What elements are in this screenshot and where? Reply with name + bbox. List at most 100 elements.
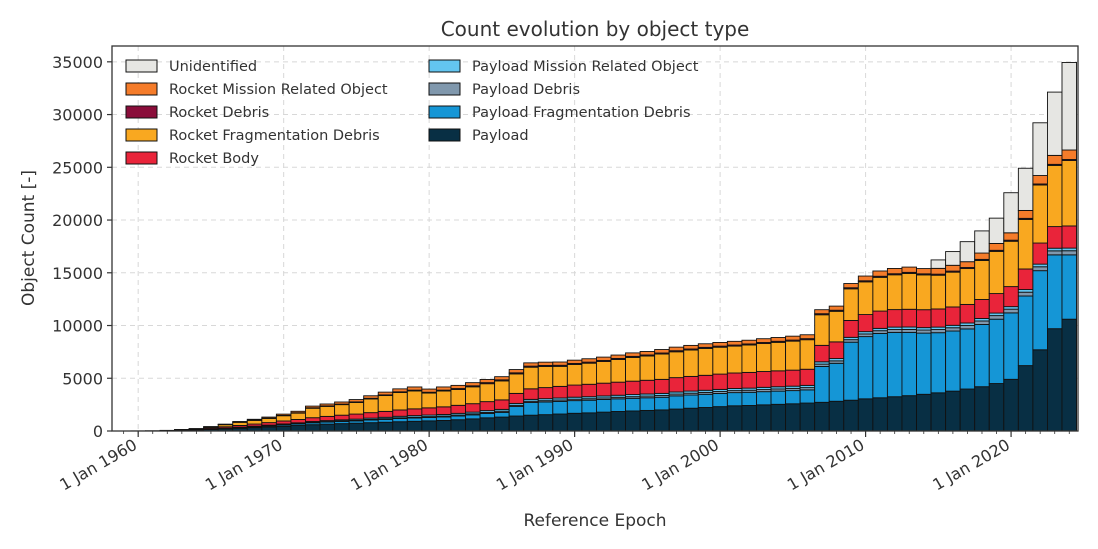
bar-segment xyxy=(916,274,932,311)
bar-segment xyxy=(741,371,757,389)
bar-segment xyxy=(1061,318,1077,432)
bar-segment xyxy=(930,329,947,334)
bar-segment xyxy=(508,369,525,374)
bar-segment xyxy=(1061,225,1077,249)
bar-segment xyxy=(625,352,641,357)
bar-segment xyxy=(1061,149,1077,160)
bar-segment xyxy=(799,402,816,432)
bar-segment xyxy=(610,398,627,412)
bar-segment xyxy=(756,391,772,406)
bar-segment xyxy=(857,275,874,282)
bar-segment xyxy=(1046,250,1063,256)
bar-segment xyxy=(610,381,627,396)
bar-segment xyxy=(945,264,961,272)
bar-segment xyxy=(988,217,1005,244)
bar-segment xyxy=(377,410,394,418)
bar-segment xyxy=(1046,91,1063,156)
bar-segment xyxy=(421,420,437,432)
bar-segment xyxy=(872,310,888,329)
bar-segment xyxy=(232,421,248,423)
bar-segment xyxy=(857,314,874,333)
bar-segment xyxy=(828,305,845,311)
bar-segment xyxy=(959,241,976,263)
bar-segment xyxy=(232,421,248,426)
bar-segment xyxy=(697,407,714,432)
bar-segment xyxy=(930,392,947,432)
bar-segment xyxy=(581,362,597,385)
bar-segment xyxy=(741,339,757,345)
bar-segment xyxy=(857,336,874,400)
bar-segment xyxy=(479,379,496,384)
bar-segment xyxy=(334,404,350,416)
bar-segment xyxy=(566,384,583,398)
bar-segment xyxy=(639,351,656,356)
bar-segment xyxy=(785,403,801,432)
bar-segment xyxy=(930,274,947,310)
bar-segment xyxy=(828,400,845,432)
legend-swatch xyxy=(125,128,158,142)
bar-segment xyxy=(465,386,481,405)
bar-segment xyxy=(916,268,932,275)
bar-segment xyxy=(348,422,365,432)
bar-segment xyxy=(523,366,539,390)
bar-segment xyxy=(363,398,379,414)
bar-segment xyxy=(610,354,627,359)
bar-segment xyxy=(974,259,990,300)
bar-segment xyxy=(756,371,772,388)
bar-segment xyxy=(581,412,597,432)
bar-segment xyxy=(974,230,990,254)
bar-segment xyxy=(566,412,583,432)
bar-segment xyxy=(566,400,583,414)
legend-label: Payload Mission Related Object xyxy=(472,59,699,75)
bar-segment xyxy=(814,314,830,346)
bar-segment xyxy=(523,388,539,400)
bar-segment xyxy=(1003,240,1019,288)
bar-segment xyxy=(974,320,990,325)
bar-segment xyxy=(319,415,336,422)
bar-segment xyxy=(886,331,903,398)
bar-segment xyxy=(392,409,408,417)
bar-segment xyxy=(1003,286,1019,308)
bar-segment xyxy=(785,335,801,341)
bar-segment xyxy=(756,343,772,372)
bar-segment xyxy=(1003,308,1019,314)
bar-stacks xyxy=(130,62,1077,432)
bar-segment xyxy=(901,272,917,310)
bar-segment xyxy=(406,390,423,410)
bar-segment xyxy=(523,414,539,432)
bar-segment xyxy=(435,386,452,391)
bar-segment xyxy=(930,332,947,394)
legend-label: Unidentified xyxy=(169,59,257,75)
bar-segment xyxy=(712,346,728,375)
bar-segment xyxy=(770,390,787,405)
legend-swatch xyxy=(125,105,158,119)
bar-segment xyxy=(348,402,365,415)
bar-segment xyxy=(596,411,612,432)
bar-segment xyxy=(465,414,481,420)
bar-segment xyxy=(1032,349,1048,432)
bar-segment xyxy=(275,413,292,416)
bar-segment xyxy=(246,419,263,425)
bar-segment xyxy=(377,395,394,412)
bar-segment xyxy=(406,386,423,391)
y-tick-label: 0 xyxy=(93,422,103,441)
bar-segment xyxy=(639,397,656,411)
bar-segment xyxy=(421,407,437,416)
bar-segment xyxy=(392,392,408,411)
legend: Unidentified Rocket Mission Related Objec… xyxy=(125,59,699,167)
bar-segment xyxy=(625,380,641,396)
bar-segment xyxy=(770,370,787,388)
legend-swatch xyxy=(125,151,158,165)
bar-segment xyxy=(843,399,859,432)
legend-swatch xyxy=(428,82,461,96)
bar-segment xyxy=(610,359,627,383)
bar-segment xyxy=(1017,268,1034,291)
bar-segment xyxy=(726,340,743,346)
bar-segment xyxy=(945,330,961,392)
bar-segment xyxy=(290,412,306,420)
bar-segment xyxy=(1032,184,1048,244)
y-tick-label: 10000 xyxy=(52,317,103,336)
bar-segment xyxy=(392,418,408,423)
bar-segment xyxy=(494,399,510,410)
